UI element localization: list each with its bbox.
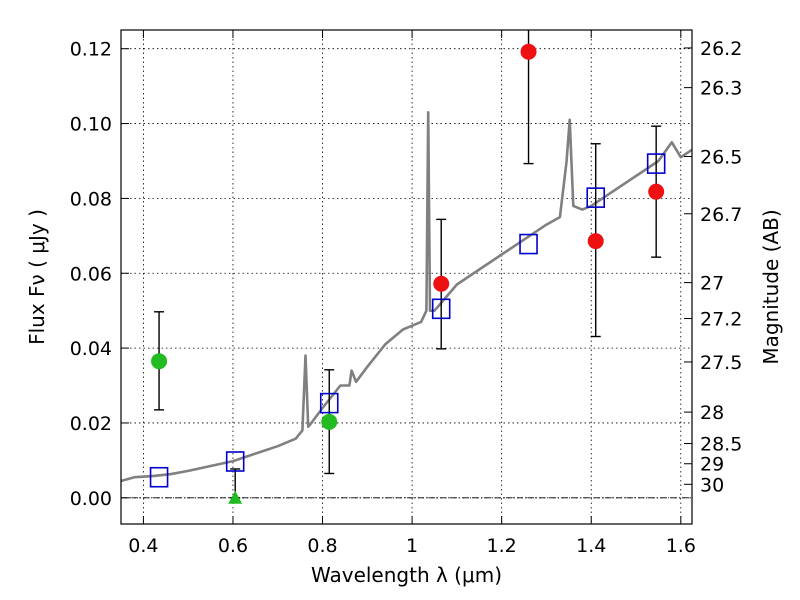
y2-tick-label: 29 — [700, 454, 724, 476]
red-circle-point — [648, 183, 665, 200]
plot-frame — [120, 29, 693, 525]
x-tick-label: 0.6 — [218, 535, 248, 557]
y2-tick-label: 26.3 — [700, 78, 742, 100]
y-tick-label: 0.04 — [70, 338, 112, 360]
x-tick-label: 1 — [406, 535, 418, 557]
model-box-point — [225, 451, 245, 472]
red-circle-point — [433, 275, 450, 292]
model-spectrum-line — [120, 111, 693, 483]
x-axis-label: Wavelength λ (μm) — [311, 563, 502, 587]
tick-layer — [121, 30, 692, 524]
green-triangle-point — [228, 490, 243, 504]
y-tick-label: 0.00 — [70, 488, 112, 510]
x-tick-label: 0.8 — [307, 535, 337, 557]
green-circle-point — [321, 413, 338, 430]
y2-tick-label: 26.5 — [700, 146, 742, 168]
y-axis-label: Flux Fν ( μJy ) — [25, 209, 49, 345]
green-circle-point — [151, 353, 168, 370]
y-tick-label: 0.02 — [70, 413, 112, 435]
x-tick-label: 1.4 — [576, 535, 606, 557]
x-tick-label: 1.6 — [666, 535, 696, 557]
x-tick-label: 1.2 — [487, 535, 517, 557]
y2-tick-label: 30 — [700, 474, 724, 496]
y-tick-label: 0.10 — [70, 114, 112, 136]
model-box-point — [519, 233, 538, 255]
model-box-point — [646, 153, 666, 174]
errorbar-layer — [154, 30, 662, 499]
model-box-point — [586, 187, 606, 208]
y2-tick-label: 27.5 — [700, 352, 742, 374]
model-spectrum-layer — [120, 111, 693, 483]
y2-tick-label: 26.7 — [700, 204, 742, 226]
y2-tick-label: 26.2 — [700, 38, 742, 60]
red-circle-point — [520, 43, 537, 60]
y2-tick-label: 27.2 — [700, 309, 742, 331]
grid-layer — [121, 30, 692, 524]
y2-tick-label: 28.5 — [700, 434, 742, 456]
model-box-point — [149, 466, 169, 488]
red-circle-point — [587, 233, 604, 250]
y2-axis-label: Magnitude (AB) — [759, 209, 783, 364]
y-tick-label: 0.12 — [70, 39, 112, 61]
tick-label-layer: 0.4 0.6 0.8 1 1.2 1.4 1.6 0.00 0.02 0.04 0.06 0.08 0… — [70, 38, 743, 557]
model-box-point — [431, 298, 451, 320]
marker-layer — [149, 43, 666, 504]
y-tick-label: 0.06 — [70, 263, 112, 285]
y2-tick-label: 27 — [700, 273, 724, 295]
model-box-point — [319, 392, 339, 414]
y2-tick-label: 28 — [700, 402, 724, 424]
x-tick-label: 0.4 — [128, 535, 158, 557]
y-tick-label: 0.08 — [70, 188, 112, 210]
